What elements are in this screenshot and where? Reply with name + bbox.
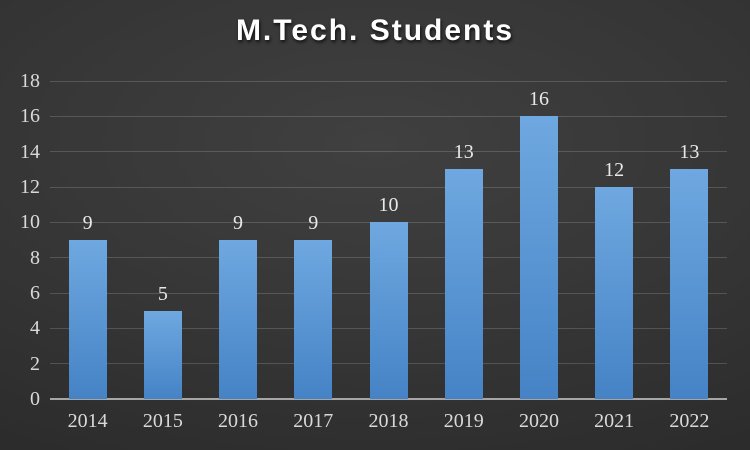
bar-2021: [595, 187, 634, 399]
bar-value-label: 9: [308, 212, 319, 234]
y-tick-label: 14: [20, 140, 40, 163]
x-tick-label: 2017: [293, 410, 334, 432]
x-tick-label: 2014: [67, 410, 108, 432]
gridline: [50, 115, 727, 117]
bar-value-label: 9: [82, 212, 93, 234]
x-tick-label: 2016: [218, 410, 259, 432]
x-tick-label: 2018: [368, 410, 409, 432]
y-tick-label: 4: [30, 317, 40, 340]
bar-2022: [670, 169, 709, 399]
bar-value-label: 5: [157, 282, 168, 305]
y-tick-label: 12: [20, 176, 40, 198]
bar-2020: [519, 116, 558, 399]
y-tick-label: 8: [30, 246, 40, 269]
y-tick-label: 0: [30, 388, 40, 410]
bar-value-label: 12: [604, 159, 625, 181]
bar-value-label: 10: [378, 194, 399, 217]
bar-2016: [219, 240, 258, 399]
bar-2014: [68, 240, 107, 399]
bar-value-label: 16: [528, 88, 549, 111]
bar-value-label: 13: [453, 141, 474, 164]
y-axis: 0 2 4 6 8 10 12 14 16 18: [0, 70, 40, 410]
x-axis-line: [50, 398, 727, 400]
x-tick-label: 2021: [594, 410, 635, 432]
plot-area: 9 5 9 9 10 13 16 12 13: [50, 80, 727, 400]
y-tick-label: 2: [30, 352, 40, 375]
x-axis: 2014 2015 2016 2017 2018 2019 2020 2021 2022: [50, 409, 727, 439]
bar-value-label: 13: [679, 141, 700, 164]
bar-2015: [143, 310, 182, 399]
y-tick-label: 18: [20, 70, 40, 92]
gridline: [50, 151, 727, 153]
bar-2017: [294, 240, 333, 399]
y-tick-label: 10: [20, 211, 40, 234]
x-tick-label: 2019: [443, 410, 484, 432]
bar-value-label: 9: [233, 212, 244, 234]
gridline: [50, 221, 727, 223]
y-tick-label: 16: [20, 105, 40, 128]
x-tick-label: 2022: [669, 410, 710, 432]
x-tick-label: 2020: [518, 410, 559, 432]
bar-2018: [369, 222, 408, 399]
bar-2019: [444, 169, 483, 399]
chart-title: M.Tech. Students: [235, 14, 515, 47]
gridline: [50, 80, 727, 82]
gridline: [50, 186, 727, 188]
y-tick-label: 6: [30, 282, 40, 304]
x-tick-label: 2015: [142, 410, 183, 432]
